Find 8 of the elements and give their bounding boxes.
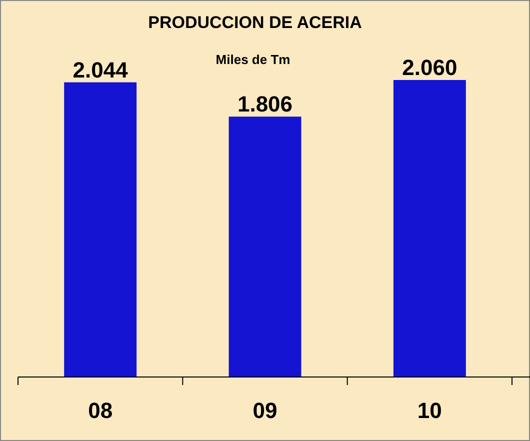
x-tick-label: 08 — [88, 398, 113, 423]
x-tick-label: 10 — [417, 398, 442, 423]
data-label: 2.060 — [402, 55, 458, 80]
data-label: 2.044 — [72, 57, 129, 82]
chart-subtitle: Miles de Tm — [216, 52, 290, 67]
x-tick-label: 09 — [252, 398, 278, 423]
chart-title: PRODUCCION DE ACERIA — [148, 13, 362, 32]
data-label: 1.806 — [237, 92, 293, 117]
